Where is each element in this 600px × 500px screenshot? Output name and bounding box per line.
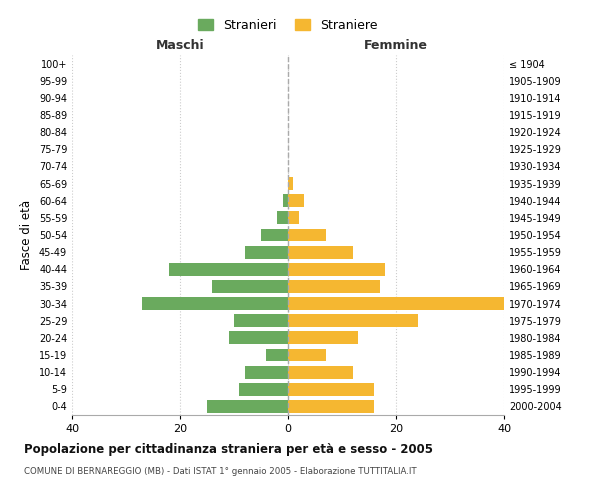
Bar	[234, 314, 288, 327]
Bar	[283, 194, 288, 207]
Bar	[212, 280, 288, 293]
Bar	[288, 212, 299, 224]
Bar	[169, 263, 288, 276]
Bar	[229, 332, 288, 344]
Bar	[207, 400, 288, 413]
Bar	[288, 348, 326, 362]
Bar	[266, 348, 288, 362]
Text: Maschi: Maschi	[155, 38, 205, 52]
Bar	[288, 383, 374, 396]
Bar	[277, 212, 288, 224]
Bar	[288, 297, 504, 310]
Bar	[239, 383, 288, 396]
Bar	[288, 332, 358, 344]
Bar	[288, 228, 326, 241]
Bar	[288, 366, 353, 378]
Bar	[288, 263, 385, 276]
Bar	[288, 314, 418, 327]
Bar	[288, 246, 353, 258]
Legend: Stranieri, Straniere: Stranieri, Straniere	[193, 14, 383, 37]
Bar	[288, 280, 380, 293]
Bar	[245, 246, 288, 258]
Bar	[142, 297, 288, 310]
Text: Popolazione per cittadinanza straniera per età e sesso - 2005: Popolazione per cittadinanza straniera p…	[24, 442, 433, 456]
Text: Femmine: Femmine	[364, 38, 428, 52]
Bar	[288, 177, 293, 190]
Text: COMUNE DI BERNAREGGIO (MB) - Dati ISTAT 1° gennaio 2005 - Elaborazione TUTTITALI: COMUNE DI BERNAREGGIO (MB) - Dati ISTAT …	[24, 468, 416, 476]
Y-axis label: Fasce di età: Fasce di età	[20, 200, 33, 270]
Bar	[245, 366, 288, 378]
Bar	[288, 194, 304, 207]
Bar	[261, 228, 288, 241]
Bar	[288, 400, 374, 413]
